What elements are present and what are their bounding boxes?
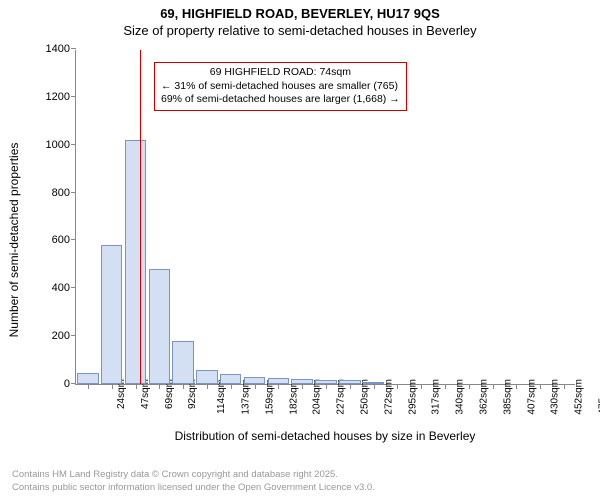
property-annotation: 69 HIGHFIELD ROAD: 74sqm← 31% of semi-de… xyxy=(154,62,407,111)
x-tick-mark xyxy=(112,384,113,389)
x-tick-mark xyxy=(421,384,422,389)
x-tick-label: 340sqm xyxy=(455,379,466,415)
y-tick-label: 200 xyxy=(30,330,70,342)
histogram-bar xyxy=(244,377,265,384)
histogram-bar xyxy=(172,341,193,384)
x-tick-label: 295sqm xyxy=(407,379,418,415)
x-tick-label: 317sqm xyxy=(431,379,442,415)
y-tick-mark xyxy=(71,335,76,336)
y-tick-mark xyxy=(71,48,76,49)
x-tick-label: 114sqm xyxy=(216,379,227,414)
footer-attribution: Contains HM Land Registry data © Crown c… xyxy=(12,469,375,494)
x-tick-mark xyxy=(374,384,375,389)
y-tick-label: 1200 xyxy=(30,91,70,103)
y-tick-label: 600 xyxy=(30,234,70,246)
x-tick-mark xyxy=(350,384,351,389)
property-marker-line xyxy=(140,50,141,384)
x-tick-mark xyxy=(136,384,137,389)
x-tick-mark xyxy=(445,384,446,389)
histogram-bar xyxy=(101,245,122,384)
x-tick-mark xyxy=(302,384,303,389)
y-tick-mark xyxy=(71,192,76,193)
x-tick-label: 362sqm xyxy=(479,379,490,415)
x-axis-label: Distribution of semi-detached houses by … xyxy=(75,429,575,443)
y-tick-label: 1400 xyxy=(30,43,70,55)
footer-line: Contains HM Land Registry data © Crown c… xyxy=(12,469,375,481)
x-tick-label: 407sqm xyxy=(526,379,537,415)
histogram-bar xyxy=(125,140,146,384)
x-tick-label: 272sqm xyxy=(383,379,394,415)
annotation-line: 69% of semi-detached houses are larger (… xyxy=(161,93,400,107)
x-tick-label: 227sqm xyxy=(336,379,347,415)
y-tick-mark xyxy=(71,383,76,384)
plot-area: 020040060080010001200140024sqm47sqm69sqm… xyxy=(75,50,575,385)
x-tick-label: 204sqm xyxy=(312,379,323,415)
y-tick-mark xyxy=(71,239,76,240)
x-tick-label: 385sqm xyxy=(502,379,513,415)
y-tick-label: 800 xyxy=(30,187,70,199)
y-tick-mark xyxy=(71,144,76,145)
annotation-line: ← 31% of semi-detached houses are smalle… xyxy=(161,80,400,94)
y-tick-label: 1000 xyxy=(30,139,70,151)
y-tick-label: 400 xyxy=(30,282,70,294)
y-tick-label: 0 xyxy=(30,378,70,390)
annotation-line: 69 HIGHFIELD ROAD: 74sqm xyxy=(161,66,400,80)
chart-title-desc: Size of property relative to semi-detach… xyxy=(0,21,600,42)
chart-area: Number of semi-detached properties 02004… xyxy=(30,50,590,430)
y-axis-label: Number of semi-detached properties xyxy=(7,143,21,338)
x-tick-mark xyxy=(159,384,160,389)
x-tick-mark xyxy=(540,384,541,389)
x-tick-mark xyxy=(326,384,327,389)
x-tick-label: 452sqm xyxy=(574,379,585,415)
x-tick-mark xyxy=(469,384,470,389)
chart-container: 69, HIGHFIELD ROAD, BEVERLEY, HU17 9QS S… xyxy=(0,0,600,500)
x-tick-mark xyxy=(516,384,517,389)
x-tick-label: 137sqm xyxy=(241,379,252,415)
histogram-bar xyxy=(220,374,241,384)
x-tick-mark xyxy=(231,384,232,389)
x-tick-mark xyxy=(207,384,208,389)
chart-title-address: 69, HIGHFIELD ROAD, BEVERLEY, HU17 9QS xyxy=(0,0,600,21)
x-tick-label: 182sqm xyxy=(288,379,299,415)
x-tick-label: 430sqm xyxy=(550,379,561,415)
x-tick-mark xyxy=(88,384,89,389)
x-tick-mark xyxy=(183,384,184,389)
x-tick-label: 250sqm xyxy=(360,379,371,415)
histogram-bar xyxy=(149,269,170,384)
x-tick-mark xyxy=(278,384,279,389)
x-tick-mark xyxy=(493,384,494,389)
y-tick-mark xyxy=(71,287,76,288)
histogram-bar xyxy=(77,373,98,384)
x-tick-mark xyxy=(564,384,565,389)
x-tick-label: 159sqm xyxy=(264,379,275,415)
x-tick-mark xyxy=(255,384,256,389)
y-tick-mark xyxy=(71,96,76,97)
footer-line: Contains public sector information licen… xyxy=(12,482,375,494)
histogram-bar xyxy=(196,370,217,384)
plot-inner: 020040060080010001200140024sqm47sqm69sqm… xyxy=(75,50,575,385)
x-tick-mark xyxy=(397,384,398,389)
